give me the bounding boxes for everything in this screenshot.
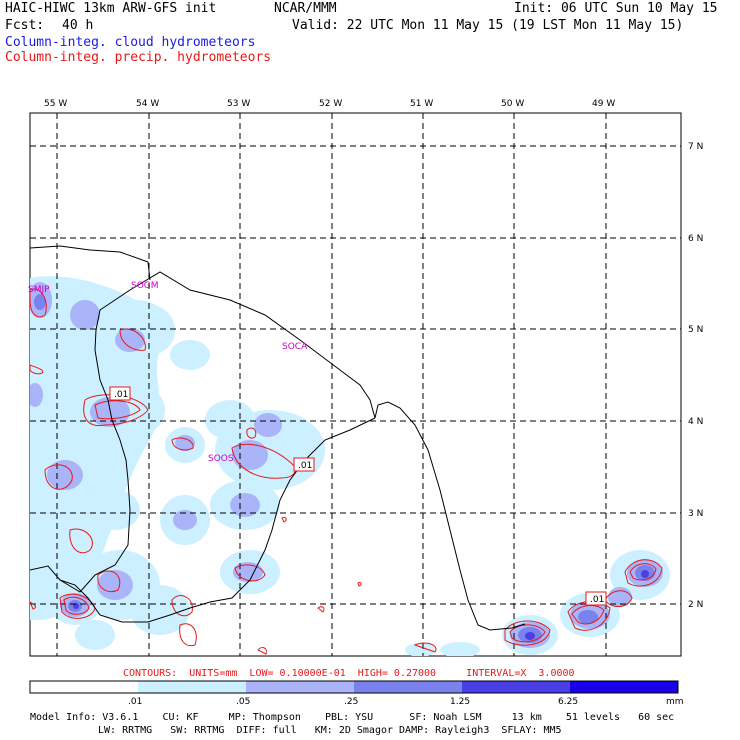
lat-lon-grid [30, 113, 681, 656]
lat-label-4n: 4 N [688, 417, 703, 427]
colorbar-ticks: .01 .05 .25 1.25 6.25 mm [128, 697, 684, 707]
colorbar-tick-5: 6.25 [558, 697, 578, 707]
contour-label-3: .01 [585, 591, 607, 606]
lon-label-52w: 52 W [319, 99, 342, 109]
org-label: NCAR/MMM [274, 1, 337, 16]
lat-label-2n: 2 N [688, 600, 703, 610]
cloud-field-core [73, 570, 649, 640]
contour-label-2: .01 [293, 457, 315, 472]
lon-label-55w: 55 W [44, 99, 67, 109]
fcst-label: Fcst: [5, 18, 45, 33]
model-info-line1: Model Info: V3.6.1 CU: KF MP: Thompson P… [30, 712, 675, 723]
colorbar-tick-2: .05 [236, 697, 250, 707]
station-soca: SOCA [282, 342, 308, 352]
contour-label-text-2: .01 [298, 461, 312, 471]
colorbar-tick-4: 1.25 [450, 697, 470, 707]
model-info-line2: LW: RRTMG SW: RRTMG DIFF: full KM: 2D Sm… [98, 725, 562, 736]
lat-label-5n: 5 N [688, 325, 703, 335]
cloud-field-dark [34, 294, 655, 643]
lon-label-50w: 50 W [501, 99, 524, 109]
fcst-value: 40 h [62, 18, 94, 33]
colorbar [29, 680, 679, 694]
lat-label-6n: 6 N [688, 234, 703, 244]
lat-label-3n: 3 N [688, 509, 703, 519]
lon-labels: 55 W 54 W 53 W 52 W 51 W 50 W 49 W [44, 99, 615, 109]
colorbar-tick-1: .01 [128, 697, 142, 707]
field-cloud-label: Column-integ. cloud hydrometeors [5, 35, 256, 50]
init-time: Init: 06 UTC Sun 10 May 15 [514, 1, 718, 16]
lon-label-54w: 54 W [136, 99, 159, 109]
contours-info: CONTOURS: UNITS=mm LOW= 0.10000E-01 HIGH… [123, 668, 575, 679]
contour-label-text-1: .01 [114, 390, 128, 400]
model-title: HAIC-HIWC 13km ARW-GFS init [5, 1, 217, 16]
station-soos: SOOS [208, 454, 234, 464]
contour-label-1: .01 [109, 386, 131, 401]
contour-label-text-3: .01 [590, 595, 604, 605]
lon-label-53w: 53 W [227, 99, 250, 109]
lon-label-51w: 51 W [410, 99, 433, 109]
field-precip-label: Column-integ. precip. hydrometeors [5, 50, 272, 65]
valid-time: Valid: 22 UTC Mon 11 May 15 (19 LST Mon … [292, 18, 684, 33]
station-sogm: SOGM [131, 281, 159, 291]
colorbar-unit: mm [666, 697, 684, 707]
lat-labels: 7 N 6 N 5 N 4 N 3 N 2 N [688, 142, 703, 610]
lat-label-7n: 7 N [688, 142, 703, 152]
lon-label-49w: 49 W [592, 99, 615, 109]
station-smjp: SMJP [28, 285, 50, 295]
precip-contours [30, 288, 663, 655]
colorbar-tick-3: .25 [344, 697, 358, 707]
